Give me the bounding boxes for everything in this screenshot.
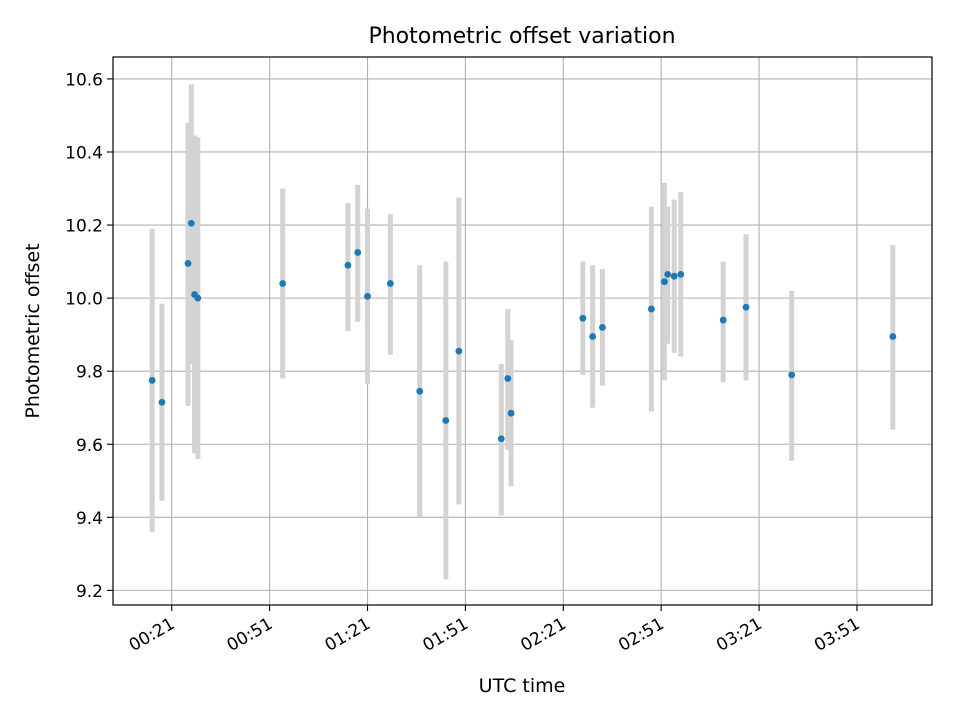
y-tick-label: 9.2 <box>76 582 103 602</box>
data-point <box>187 219 195 227</box>
y-axis-label: Photometric offset <box>22 243 44 418</box>
data-point <box>742 303 750 311</box>
data-point <box>579 314 587 322</box>
y-tick-label: 10.6 <box>65 70 103 90</box>
data-point <box>354 249 362 256</box>
data-point <box>497 435 505 443</box>
data-point <box>507 409 515 417</box>
data-point <box>661 278 668 286</box>
data-point <box>664 270 672 278</box>
y-tick-label: 10.0 <box>65 290 103 310</box>
data-point <box>677 270 685 278</box>
data-point <box>148 376 156 384</box>
data-point <box>504 375 512 382</box>
data-point <box>599 323 606 331</box>
data-point <box>386 280 394 287</box>
data-point <box>889 333 897 340</box>
y-tick-label: 10.4 <box>65 143 103 163</box>
plot-frame <box>112 56 933 606</box>
chart-title: Photometric offset variation <box>368 24 675 49</box>
data-point <box>194 294 202 302</box>
y-tick-label: 10.2 <box>65 217 103 237</box>
data-point <box>589 333 597 340</box>
data-point <box>788 371 796 379</box>
data-point <box>184 260 192 267</box>
data-point <box>455 347 463 355</box>
y-tick-label: 9.6 <box>76 436 103 456</box>
data-point <box>344 261 352 269</box>
data-point <box>364 292 371 300</box>
y-tick-label: 9.8 <box>76 363 103 383</box>
grid-lines <box>113 57 932 605</box>
data-point <box>158 398 166 406</box>
y-tick-label: 9.4 <box>76 509 103 529</box>
data-points <box>148 219 897 443</box>
data-point <box>279 280 287 287</box>
data-point <box>719 316 727 324</box>
data-point <box>416 387 424 395</box>
data-point <box>647 305 655 313</box>
data-point <box>670 272 678 280</box>
data-point <box>442 417 450 424</box>
x-axis-label: UTC time <box>479 675 566 697</box>
